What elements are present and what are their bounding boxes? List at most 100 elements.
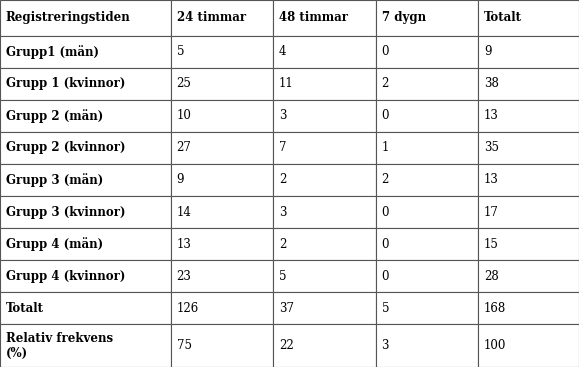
Text: 14: 14 xyxy=(177,206,192,218)
Text: 4: 4 xyxy=(279,46,287,58)
Bar xyxy=(171,164,273,196)
Text: 100: 100 xyxy=(484,339,507,352)
Text: 28: 28 xyxy=(484,269,499,283)
Bar xyxy=(376,228,478,260)
Text: 0: 0 xyxy=(382,46,389,58)
Bar xyxy=(478,228,579,260)
Bar xyxy=(0,260,171,292)
Bar xyxy=(376,164,478,196)
Bar xyxy=(478,196,579,228)
Bar xyxy=(0,100,171,132)
Bar xyxy=(376,260,478,292)
Text: 13: 13 xyxy=(177,237,192,251)
Bar xyxy=(478,100,579,132)
Text: 0: 0 xyxy=(382,237,389,251)
Text: 2: 2 xyxy=(279,237,287,251)
Bar xyxy=(273,228,376,260)
Text: 38: 38 xyxy=(484,77,499,90)
Bar xyxy=(478,132,579,164)
Text: 5: 5 xyxy=(279,269,287,283)
Text: 9: 9 xyxy=(484,46,492,58)
Text: 13: 13 xyxy=(484,174,499,186)
Bar xyxy=(376,36,478,68)
Bar xyxy=(273,68,376,100)
Text: 3: 3 xyxy=(279,109,287,123)
Bar xyxy=(171,36,273,68)
Bar xyxy=(273,196,376,228)
Text: Grupp 3 (män): Grupp 3 (män) xyxy=(6,173,103,187)
Bar xyxy=(376,292,478,324)
Text: 9: 9 xyxy=(177,174,184,186)
Bar xyxy=(273,0,376,36)
Bar xyxy=(478,68,579,100)
Bar xyxy=(0,324,171,367)
Bar xyxy=(0,196,171,228)
Text: Grupp1 (män): Grupp1 (män) xyxy=(6,45,99,59)
Text: 2: 2 xyxy=(382,174,389,186)
Text: Totalt: Totalt xyxy=(484,11,522,25)
Text: 37: 37 xyxy=(279,302,294,315)
Bar xyxy=(273,292,376,324)
Text: 25: 25 xyxy=(177,77,192,90)
Text: 2: 2 xyxy=(382,77,389,90)
Text: 126: 126 xyxy=(177,302,199,315)
Bar xyxy=(171,100,273,132)
Text: 5: 5 xyxy=(177,46,184,58)
Bar xyxy=(478,164,579,196)
Bar xyxy=(171,196,273,228)
Text: 24 timmar: 24 timmar xyxy=(177,11,245,25)
Bar xyxy=(273,324,376,367)
Bar xyxy=(171,324,273,367)
Bar xyxy=(478,0,579,36)
Bar xyxy=(171,228,273,260)
Bar xyxy=(0,68,171,100)
Text: Registreringstiden: Registreringstiden xyxy=(6,11,130,25)
Bar xyxy=(478,36,579,68)
Bar xyxy=(0,132,171,164)
Text: Grupp 2 (kvinnor): Grupp 2 (kvinnor) xyxy=(6,141,125,155)
Text: Grupp 4 (män): Grupp 4 (män) xyxy=(6,237,103,251)
Text: 0: 0 xyxy=(382,206,389,218)
Bar xyxy=(0,36,171,68)
Text: Grupp 3 (kvinnor): Grupp 3 (kvinnor) xyxy=(6,206,125,218)
Text: 11: 11 xyxy=(279,77,294,90)
Bar xyxy=(478,260,579,292)
Bar xyxy=(273,260,376,292)
Bar xyxy=(0,228,171,260)
Text: Grupp 1 (kvinnor): Grupp 1 (kvinnor) xyxy=(6,77,125,90)
Text: Relativ frekvens
(%): Relativ frekvens (%) xyxy=(6,331,113,360)
Bar xyxy=(376,68,478,100)
Text: 1: 1 xyxy=(382,141,389,155)
Text: 3: 3 xyxy=(382,339,389,352)
Bar xyxy=(376,132,478,164)
Bar xyxy=(478,292,579,324)
Text: 22: 22 xyxy=(279,339,294,352)
Bar xyxy=(171,68,273,100)
Text: 23: 23 xyxy=(177,269,192,283)
Text: 7 dygn: 7 dygn xyxy=(382,11,426,25)
Text: 48 timmar: 48 timmar xyxy=(279,11,348,25)
Text: 7: 7 xyxy=(279,141,287,155)
Text: Grupp 4 (kvinnor): Grupp 4 (kvinnor) xyxy=(6,269,125,283)
Text: 0: 0 xyxy=(382,269,389,283)
Bar xyxy=(171,132,273,164)
Bar xyxy=(171,292,273,324)
Bar xyxy=(273,100,376,132)
Bar xyxy=(171,0,273,36)
Text: 17: 17 xyxy=(484,206,499,218)
Text: 168: 168 xyxy=(484,302,506,315)
Text: 10: 10 xyxy=(177,109,192,123)
Text: 2: 2 xyxy=(279,174,287,186)
Bar xyxy=(273,164,376,196)
Text: 35: 35 xyxy=(484,141,499,155)
Text: 75: 75 xyxy=(177,339,192,352)
Text: 5: 5 xyxy=(382,302,389,315)
Bar xyxy=(0,164,171,196)
Text: Grupp 2 (män): Grupp 2 (män) xyxy=(6,109,103,123)
Bar xyxy=(0,0,171,36)
Text: 3: 3 xyxy=(279,206,287,218)
Bar xyxy=(0,292,171,324)
Bar xyxy=(376,100,478,132)
Bar xyxy=(376,324,478,367)
Bar xyxy=(376,196,478,228)
